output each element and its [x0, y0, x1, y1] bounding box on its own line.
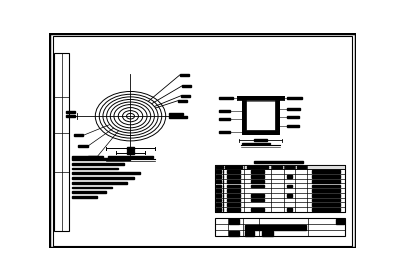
Bar [178, 100, 187, 102]
Bar [216, 185, 222, 187]
Bar [215, 165, 345, 169]
Bar [227, 194, 240, 197]
Bar [216, 194, 222, 197]
Bar [312, 170, 340, 173]
Bar [54, 53, 69, 231]
Bar [229, 231, 239, 235]
Bar [312, 199, 340, 201]
Bar [72, 168, 118, 169]
Bar [72, 163, 124, 165]
Bar [250, 180, 264, 182]
Bar [107, 156, 153, 158]
Bar [219, 97, 233, 99]
Bar [216, 175, 222, 178]
Bar [216, 208, 222, 211]
Bar [79, 145, 88, 147]
Bar [216, 189, 222, 192]
Bar [128, 151, 134, 154]
Bar [128, 147, 134, 150]
Bar [227, 208, 240, 211]
Bar [250, 194, 264, 197]
Bar [182, 85, 191, 87]
Bar [227, 170, 240, 173]
Bar [169, 113, 183, 115]
Bar [287, 108, 301, 110]
Bar [245, 225, 306, 230]
Bar [227, 180, 240, 182]
Bar [227, 203, 240, 206]
Bar [245, 231, 254, 235]
Bar [219, 131, 230, 133]
Bar [215, 165, 345, 212]
Bar [216, 199, 222, 201]
Bar [72, 187, 112, 188]
Bar [216, 180, 222, 182]
Bar [275, 100, 279, 130]
Bar [216, 170, 222, 173]
Bar [250, 208, 264, 211]
Bar [66, 115, 75, 117]
Bar [254, 161, 303, 163]
Bar [312, 203, 340, 206]
Bar [72, 182, 128, 184]
Bar [227, 185, 240, 187]
Bar [227, 189, 240, 192]
Bar [242, 100, 246, 130]
Bar [287, 125, 299, 127]
Bar [250, 185, 264, 187]
Bar [246, 166, 268, 168]
Bar [242, 96, 279, 134]
Bar [336, 219, 344, 224]
Bar [287, 116, 299, 118]
Bar [242, 130, 279, 134]
Bar [72, 156, 103, 158]
Bar [250, 175, 264, 178]
Bar [286, 175, 292, 178]
Bar [72, 196, 97, 198]
Bar [297, 166, 306, 168]
Bar [285, 166, 294, 168]
Bar [88, 156, 97, 158]
Bar [181, 95, 190, 97]
Bar [72, 191, 106, 193]
Bar [272, 166, 282, 168]
Bar [74, 134, 83, 136]
Bar [312, 189, 340, 192]
Bar [312, 180, 340, 182]
Bar [216, 166, 222, 168]
Bar [254, 139, 267, 141]
Bar [286, 194, 292, 197]
Bar [227, 175, 240, 178]
Bar [312, 185, 340, 187]
Bar [250, 199, 264, 201]
Bar [312, 208, 340, 211]
Bar [242, 143, 270, 145]
Bar [66, 111, 75, 113]
Bar [286, 208, 292, 211]
Bar [227, 199, 240, 201]
Bar [72, 172, 140, 174]
Bar [219, 118, 230, 120]
Bar [216, 203, 222, 206]
Bar [229, 219, 239, 224]
Bar [219, 110, 230, 112]
Bar [261, 231, 273, 235]
Bar [287, 97, 302, 99]
Bar [312, 175, 340, 178]
Bar [225, 166, 242, 168]
Bar [312, 194, 340, 197]
Bar [180, 74, 189, 76]
Bar [286, 185, 292, 187]
Bar [237, 96, 284, 100]
Bar [215, 218, 345, 237]
Bar [72, 158, 130, 160]
Bar [72, 177, 134, 179]
Bar [250, 170, 264, 173]
Bar [169, 116, 187, 118]
